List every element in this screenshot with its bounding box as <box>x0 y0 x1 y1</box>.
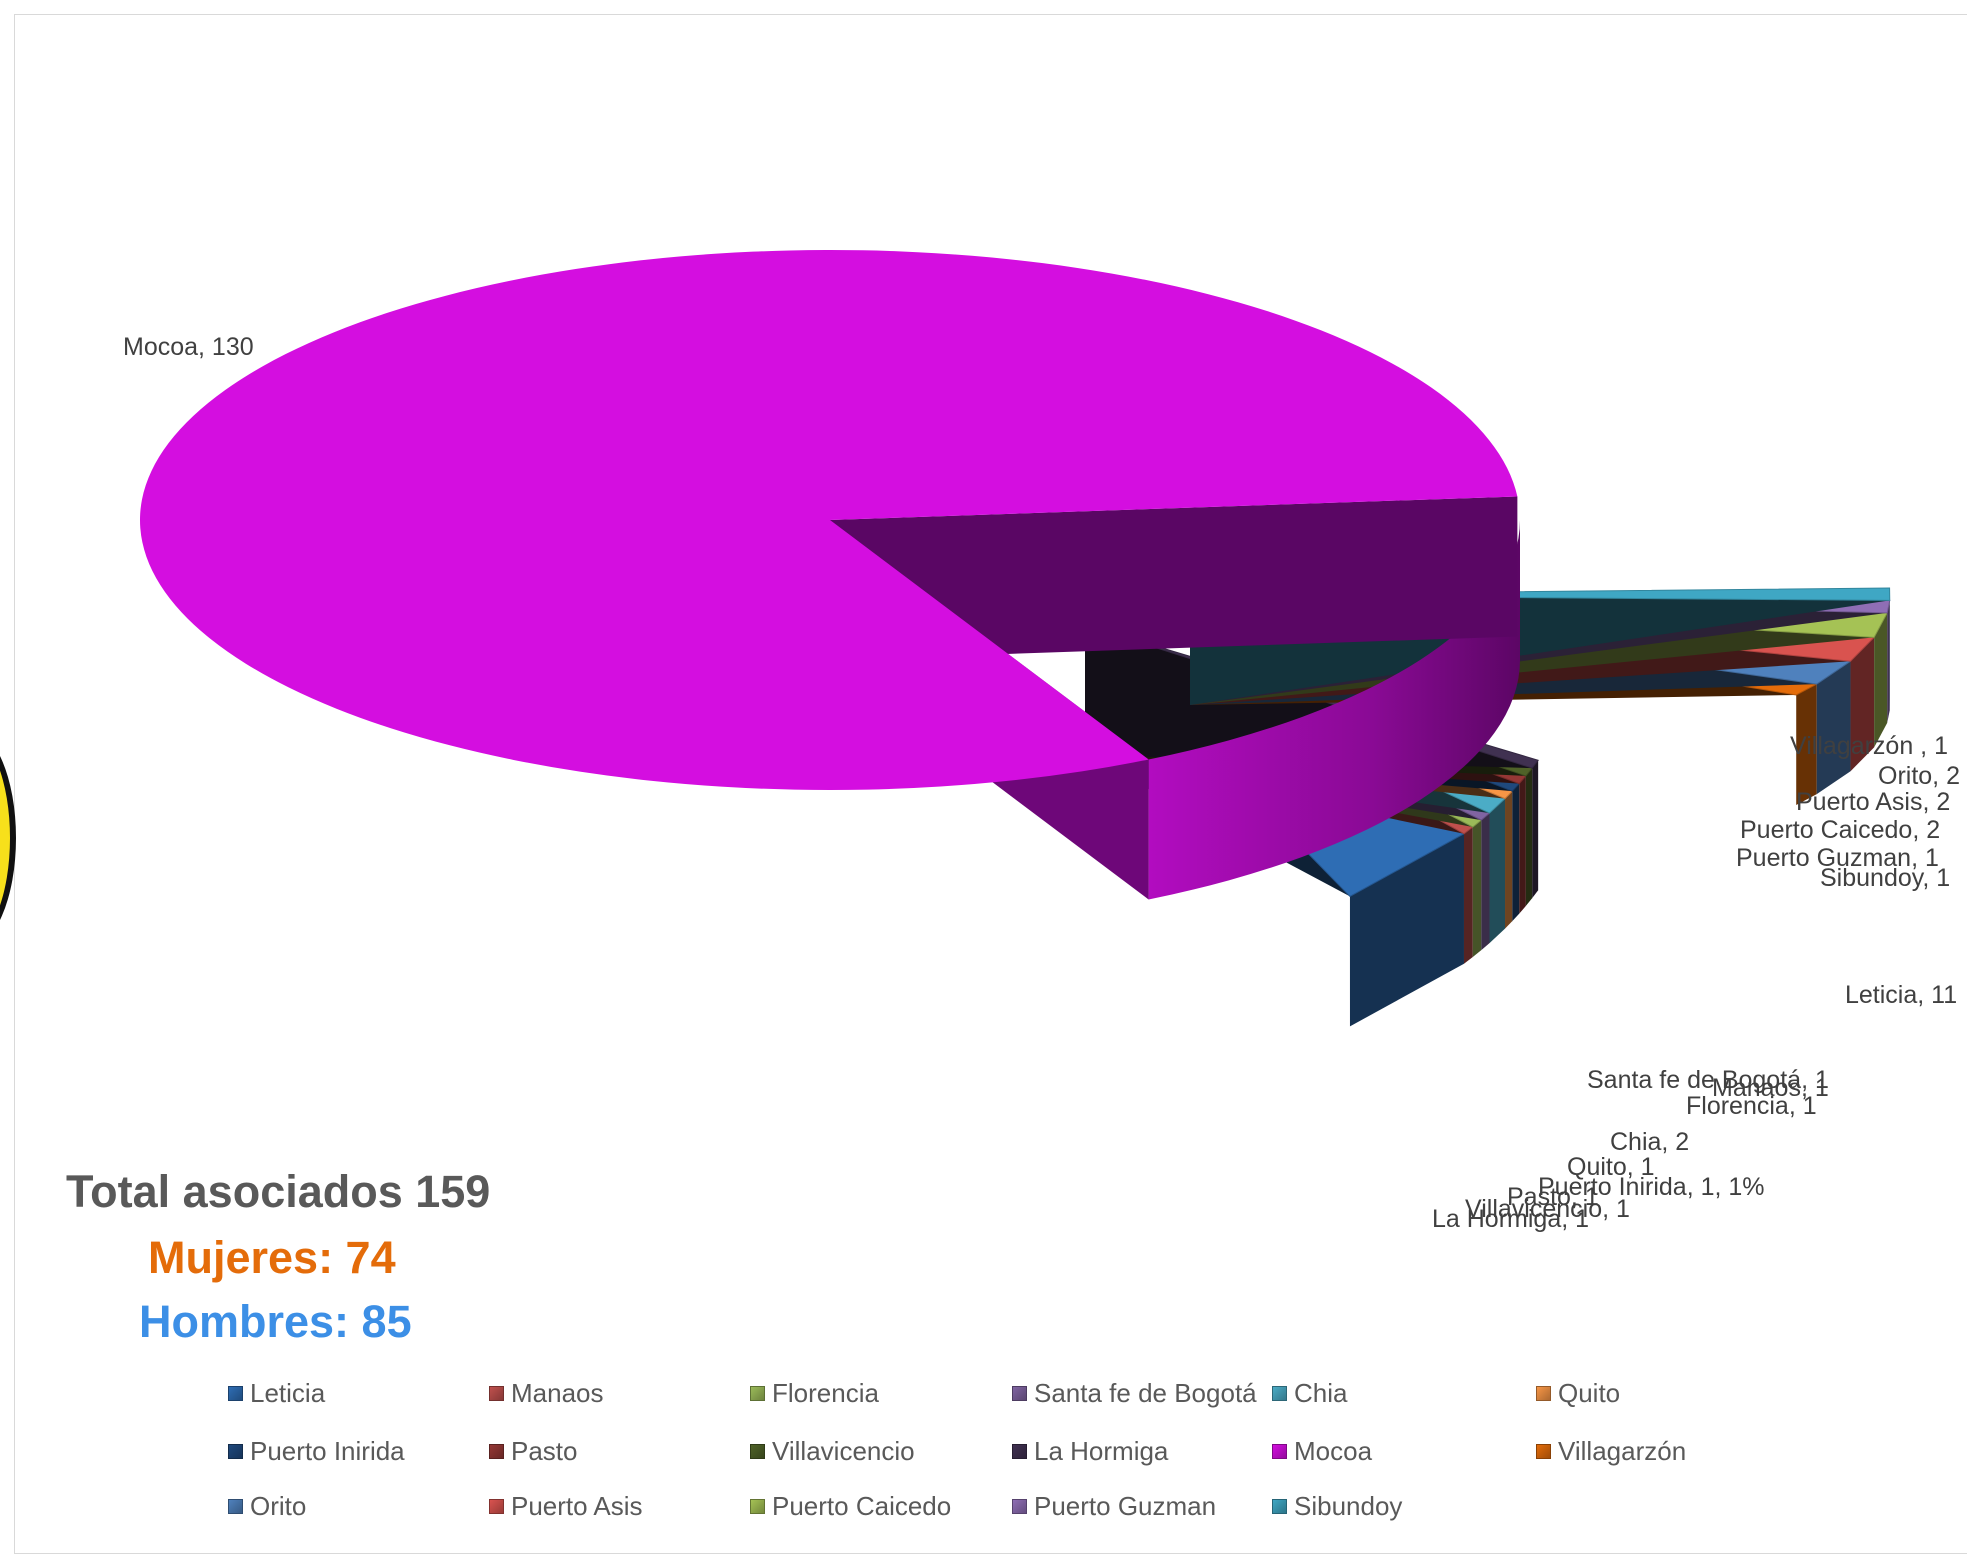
legend-swatch <box>489 1386 504 1401</box>
legend-swatch <box>228 1386 243 1401</box>
legend-label: Quito <box>1558 1378 1620 1409</box>
legend-label: Santa fe de Bogotá <box>1034 1378 1257 1409</box>
legend-item-villavicencio: Villavicencio <box>750 1436 915 1466</box>
legend-label: Mocoa <box>1294 1436 1372 1467</box>
slice-side-florencia <box>1473 820 1482 957</box>
slice-side-santa-fe-de-bogota <box>1481 813 1489 950</box>
total-asociados: Total asociados 159 <box>66 1166 490 1218</box>
legend-swatch <box>1536 1386 1551 1401</box>
legend-swatch <box>1272 1444 1287 1459</box>
legend-item-manaos: Manaos <box>489 1378 604 1408</box>
legend-label: Villavicencio <box>772 1436 915 1467</box>
legend-label: Florencia <box>772 1378 879 1409</box>
legend-label: Puerto Caicedo <box>772 1491 951 1522</box>
legend-swatch <box>750 1386 765 1401</box>
slice-side-villavicencio <box>1526 768 1532 906</box>
legend-label: Puerto Asis <box>511 1491 643 1522</box>
slice-side-puerto-inirida <box>1512 784 1519 922</box>
data-label-sibundoy: Sibundoy, 1 <box>1820 864 1950 892</box>
legend-label: Sibundoy <box>1294 1491 1402 1522</box>
legend-label: Puerto Guzman <box>1034 1491 1216 1522</box>
pie-slices <box>140 250 1890 1026</box>
legend-label: Pasto <box>511 1436 578 1467</box>
hombres-count: Hombres: 85 <box>139 1296 412 1348</box>
legend-swatch <box>1536 1444 1551 1459</box>
data-label-orito: Orito, 2 <box>1878 762 1960 790</box>
legend-item-orito: Orito <box>228 1491 306 1521</box>
legend-label: La Hormiga <box>1034 1436 1168 1467</box>
mujeres-count: Mujeres: 74 <box>148 1232 396 1284</box>
data-label-chia: Chia, 2 <box>1610 1128 1689 1156</box>
legend-swatch <box>1272 1386 1287 1401</box>
legend-label: Villagarzón <box>1558 1436 1686 1467</box>
legend-swatch <box>750 1499 765 1514</box>
legend-item-villagarzon: Villagarzón <box>1536 1436 1686 1466</box>
legend-label: Leticia <box>250 1378 325 1409</box>
data-label-leticia: Leticia, 11 <box>1845 981 1957 1009</box>
legend-item-santa-fe-de-bogota: Santa fe de Bogotá <box>1012 1378 1257 1408</box>
data-label-florencia: Florencia, 1 <box>1686 1092 1817 1120</box>
legend-swatch <box>489 1444 504 1459</box>
data-label-mocoa: Mocoa, 130 <box>123 333 254 361</box>
legend-swatch <box>750 1444 765 1459</box>
slice-group-mocoa <box>140 250 1520 899</box>
legend-item-quito: Quito <box>1536 1378 1620 1408</box>
slice-side-pasto <box>1519 776 1526 914</box>
legend-item-leticia: Leticia <box>228 1378 325 1408</box>
slice-side-quito <box>1505 791 1512 928</box>
data-label-puerto-caicedo: Puerto Caicedo, 2 <box>1740 816 1940 844</box>
legend-label: Puerto Inirida <box>250 1436 405 1467</box>
legend-label: Orito <box>250 1491 306 1522</box>
legend-item-mocoa: Mocoa <box>1272 1436 1372 1466</box>
legend-label: Chia <box>1294 1378 1347 1409</box>
legend-item-sibundoy: Sibundoy <box>1272 1491 1402 1521</box>
slice-side-puerto-guzman <box>1887 600 1890 722</box>
legend-item-pasto: Pasto <box>489 1436 578 1466</box>
data-label-villagarzon: Villagarzón , 1 <box>1790 732 1948 760</box>
data-label-puerto-asis: Puerto Asis, 2 <box>1796 788 1950 816</box>
legend-label: Manaos <box>511 1378 604 1409</box>
legend-swatch <box>1012 1386 1027 1401</box>
legend-item-florencia: Florencia <box>750 1378 879 1408</box>
legend-swatch <box>228 1444 243 1459</box>
legend-swatch <box>1272 1499 1287 1514</box>
legend-item-puerto-guzman: Puerto Guzman <box>1012 1491 1216 1521</box>
legend-item-la-hormiga: La Hormiga <box>1012 1436 1168 1466</box>
legend-swatch <box>228 1499 243 1514</box>
legend-item-puerto-asis: Puerto Asis <box>489 1491 643 1521</box>
legend-item-puerto-caicedo: Puerto Caicedo <box>750 1491 951 1521</box>
data-label-santa-fe-de-bogota: Santa fe de Bogotá, 1 <box>1587 1066 1829 1094</box>
legend-swatch <box>489 1499 504 1514</box>
slice-side-chia <box>1490 799 1506 943</box>
legend-swatch <box>1012 1444 1027 1459</box>
legend-item-chia: Chia <box>1272 1378 1347 1408</box>
slice-side-la-hormiga <box>1532 760 1538 898</box>
legend-item-puerto-inirida: Puerto Inirida <box>228 1436 405 1466</box>
slice-side-manaos <box>1464 827 1473 964</box>
data-label-la-hormiga: La Hormiga, 1 <box>1432 1205 1589 1233</box>
legend-swatch <box>1012 1499 1027 1514</box>
